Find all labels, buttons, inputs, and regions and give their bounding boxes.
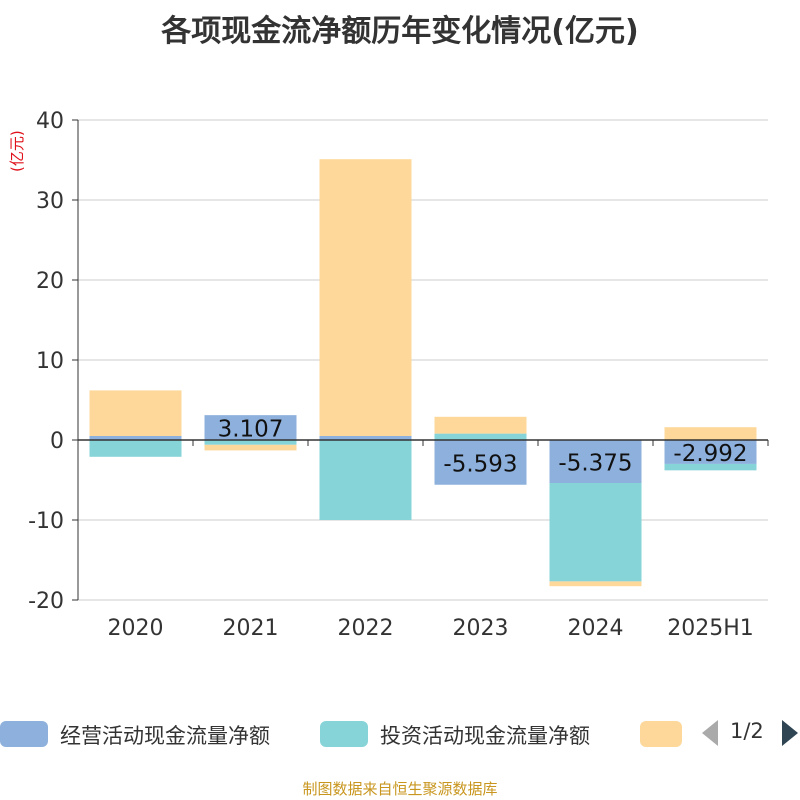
legend-pager: 1/2 [700, 718, 800, 748]
legend-swatch-third [640, 721, 682, 747]
bar-s1-2020 [89, 440, 182, 457]
y-tick-label-40: 40 [36, 109, 64, 134]
x-tick-label-2023: 2023 [453, 616, 509, 641]
legend-next-arrow-icon[interactable] [782, 720, 798, 746]
legend-swatch-operating [0, 721, 48, 747]
bar-s1-2025H1 [664, 463, 757, 471]
data-label-s0-2024: -5.375 [558, 451, 632, 477]
legend-label-operating: 经营活动现金流量净额 [60, 724, 270, 748]
data-source-note: 制图数据来自恒生聚源数据库 [302, 780, 498, 798]
y-tick-label-20: 20 [36, 269, 64, 294]
x-tick-label-2025H1: 2025H1 [667, 616, 754, 641]
y-tick-label--20: -20 [28, 589, 64, 614]
x-tick-label-2022: 2022 [338, 616, 394, 641]
legend: 经营活动现金流量净额 投资活动现金流量净额 1/2 [0, 712, 800, 756]
x-tick-label-2020: 2020 [108, 616, 164, 641]
bar-s0-2025H1 [664, 440, 757, 464]
bar-s0-2023 [434, 440, 527, 485]
bar-s1-2021 [204, 440, 297, 445]
bar-s0-2020 [89, 436, 182, 440]
bar-s1-2023 [434, 433, 527, 440]
bar-s0-2021 [204, 415, 297, 440]
legend-prev-arrow-icon[interactable] [702, 720, 718, 746]
bar-s1-2024 [549, 483, 642, 582]
y-tick-label-0: 0 [50, 429, 64, 454]
bar-s0-2024 [549, 440, 642, 483]
bar-s2-2023 [434, 416, 527, 434]
bar-chart: -20 -10 0 10 20 30 40 2020 2021 2022 2023 2024 2025H… [28, 109, 769, 641]
bar-s2-2022 [319, 159, 412, 436]
data-label-s0-2025H1: -2.992 [673, 441, 747, 467]
y-tick-label-10: 10 [36, 349, 64, 374]
y-tick-label--10: -10 [28, 509, 64, 534]
legend-swatch-investing [320, 721, 368, 747]
bar-s1-2022 [319, 440, 412, 520]
x-tick-label-2021: 2021 [223, 616, 279, 641]
chart-title: 各项现金流净额历年变化情况(亿元) [161, 14, 639, 49]
legend-page-indicator: 1/2 [730, 719, 764, 743]
bar-s2-2021 [204, 444, 297, 451]
bar-s2-2020 [89, 390, 182, 436]
legend-label-investing: 投资活动现金流量净额 [380, 724, 590, 748]
y-tick-label-30: 30 [36, 189, 64, 214]
bar-s2-2024 [549, 581, 642, 587]
data-label-s0-2021: 3.107 [218, 417, 284, 443]
data-label-s0-2023: -5.593 [443, 451, 517, 477]
bar-s2-2025H1 [664, 427, 757, 440]
x-tick-label-2024: 2024 [568, 616, 624, 641]
bar-s0-2022 [319, 436, 412, 440]
